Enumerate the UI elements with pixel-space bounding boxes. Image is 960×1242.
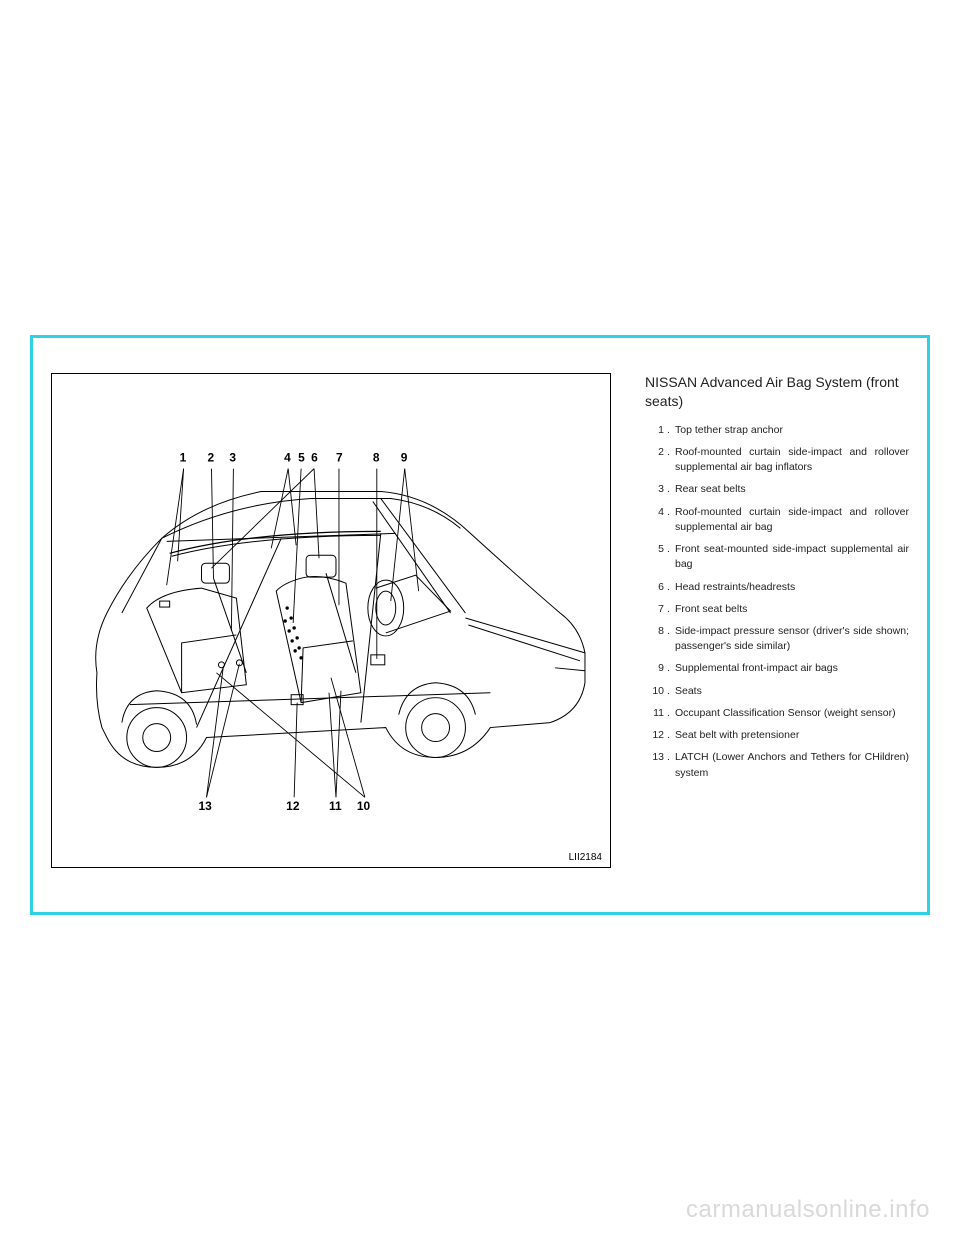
callout-6: 6 <box>311 451 318 465</box>
callout-2: 2 <box>208 451 215 465</box>
callout-13: 13 <box>199 799 213 813</box>
list-item: 4.Roof-mounted curtain side-impact and r… <box>645 505 909 535</box>
item-num: 11 <box>645 706 667 721</box>
diagram-code: LII2184 <box>569 852 602 863</box>
diagram-column: 1 2 3 4 5 6 7 8 9 13 12 11 10 LII2184 <box>51 373 621 887</box>
list-item: 6.Head restraints/headrests <box>645 580 909 595</box>
item-num: 6 <box>645 580 667 595</box>
item-text: Side-impact pressure sensor (driver's si… <box>675 624 909 654</box>
page-frame: 1 2 3 4 5 6 7 8 9 13 12 11 10 LII2184 <box>30 335 930 915</box>
list-item: 13.LATCH (Lower Anchors and Tethers for … <box>645 750 909 780</box>
item-text: Supplemental front-impact air bags <box>675 661 909 676</box>
callout-1: 1 <box>180 451 187 465</box>
item-num: 3 <box>645 482 667 497</box>
callout-10: 10 <box>357 799 371 813</box>
list-item: 7.Front seat belts <box>645 602 909 617</box>
item-text: Roof-mounted curtain side-impact and rol… <box>675 505 909 535</box>
item-num: 8 <box>645 624 667 654</box>
item-text: Occupant Classification Sensor (weight s… <box>675 706 909 721</box>
item-text: Roof-mounted curtain side-impact and rol… <box>675 445 909 475</box>
callout-4: 4 <box>284 451 291 465</box>
list-item: 10.Seats <box>645 684 909 699</box>
callout-12: 12 <box>286 799 300 813</box>
watermark: carmanualsonline.info <box>686 1196 930 1224</box>
callout-5: 5 <box>298 451 305 465</box>
item-text: Front seat belts <box>675 602 909 617</box>
item-list: 1.Top tether strap anchor 2.Roof-mounted… <box>645 423 909 781</box>
text-column: NISSAN Advanced Air Bag System (front se… <box>621 373 909 887</box>
item-num: 2 <box>645 445 667 475</box>
section-title: NISSAN Advanced Air Bag System (front se… <box>645 373 909 411</box>
list-item: 2.Roof-mounted curtain side-impact and r… <box>645 445 909 475</box>
list-item: 1.Top tether strap anchor <box>645 423 909 438</box>
content-wrapper: 1 2 3 4 5 6 7 8 9 13 12 11 10 LII2184 <box>33 338 927 912</box>
item-text: LATCH (Lower Anchors and Tethers for CHi… <box>675 750 909 780</box>
list-item: 9.Supplemental front-impact air bags <box>645 661 909 676</box>
callout-11: 11 <box>329 799 342 813</box>
item-text: Front seat-mounted side-impact supplemen… <box>675 542 909 572</box>
list-item: 8.Side-impact pressure sensor (driver's … <box>645 624 909 654</box>
item-num: 10 <box>645 684 667 699</box>
item-text: Rear seat belts <box>675 482 909 497</box>
item-num: 5 <box>645 542 667 572</box>
diagram-box: 1 2 3 4 5 6 7 8 9 13 12 11 10 LII2184 <box>51 373 611 868</box>
list-item: 5.Front seat-mounted side-impact supplem… <box>645 542 909 572</box>
list-item: 12.Seat belt with pretensioner <box>645 728 909 743</box>
item-num: 13 <box>645 750 667 780</box>
airbag-diagram-svg: 1 2 3 4 5 6 7 8 9 13 12 11 10 <box>52 374 610 867</box>
item-text: Top tether strap anchor <box>675 423 909 438</box>
item-num: 7 <box>645 602 667 617</box>
callout-8: 8 <box>373 451 380 465</box>
item-num: 1 <box>645 423 667 438</box>
item-text: Head restraints/headrests <box>675 580 909 595</box>
item-text: Seats <box>675 684 909 699</box>
callout-3: 3 <box>229 451 236 465</box>
item-num: 12 <box>645 728 667 743</box>
item-num: 9 <box>645 661 667 676</box>
callout-7: 7 <box>336 451 343 465</box>
list-item: 3.Rear seat belts <box>645 482 909 497</box>
item-num: 4 <box>645 505 667 535</box>
item-text: Seat belt with pretensioner <box>675 728 909 743</box>
list-item: 11.Occupant Classification Sensor (weigh… <box>645 706 909 721</box>
callout-9: 9 <box>401 451 408 465</box>
